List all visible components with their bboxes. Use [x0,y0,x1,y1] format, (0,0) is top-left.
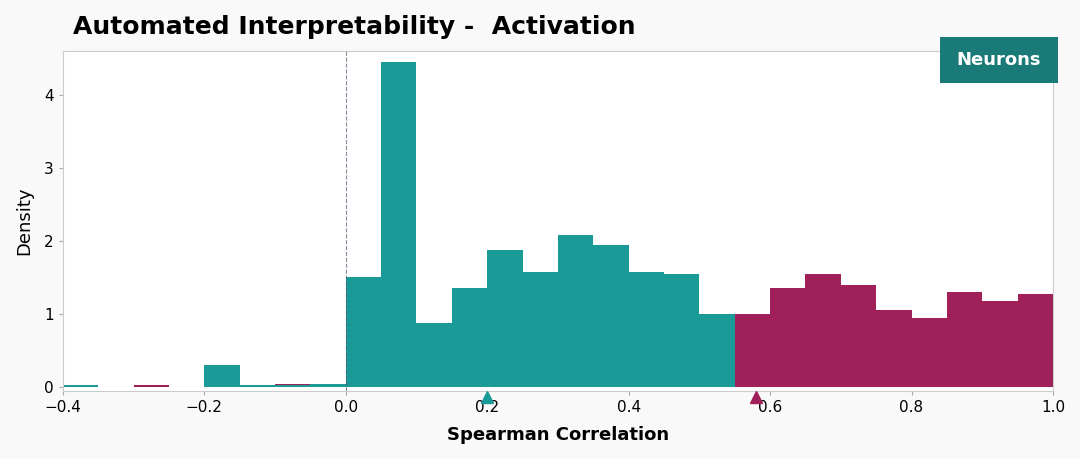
Bar [912,381,947,387]
Bar [947,384,982,387]
Bar [381,62,417,387]
Bar [63,386,98,387]
Bar [204,365,240,387]
Bar [593,335,629,387]
Bar [664,274,700,387]
Bar [982,384,1017,387]
Bar [204,384,240,387]
Bar [700,314,734,387]
Bar [451,325,487,387]
Bar [417,336,451,387]
Bar [593,245,629,387]
Bar [204,380,240,387]
X-axis label: Spearman Correlation: Spearman Correlation [447,426,669,444]
Bar [346,277,381,387]
Bar [629,272,664,387]
Bar [629,362,664,387]
Bar [134,385,168,387]
Bar [523,378,558,387]
Bar [841,285,876,387]
Bar [487,380,523,387]
Bar [275,385,310,387]
Bar [381,321,417,387]
Bar [310,384,346,387]
Text: Automated Interpretability -  Activation: Automated Interpretability - Activation [72,15,635,39]
Bar [593,373,629,387]
Bar [417,383,451,387]
Bar [240,385,275,387]
Bar [629,336,664,387]
Bar [558,235,593,387]
Bar [912,318,947,387]
Bar [700,340,734,387]
Bar [523,330,558,387]
Bar [63,385,98,387]
Text: Neurons: Neurons [957,50,1041,69]
Bar [734,314,770,387]
Bar [310,384,346,387]
Bar [240,386,275,387]
Bar [275,384,310,387]
Bar [240,385,275,387]
Y-axis label: Density: Density [15,186,33,255]
Bar [451,381,487,387]
Bar [558,376,593,387]
Bar [841,374,876,387]
Bar [275,385,310,387]
Bar [451,288,487,387]
Bar [876,310,912,387]
Bar [982,301,1017,387]
Bar [664,343,700,387]
Bar [310,384,346,387]
Bar [806,274,841,387]
Bar [346,384,381,387]
Bar [523,272,558,387]
Bar [487,329,523,387]
Bar [346,307,381,387]
Bar [770,288,806,387]
Bar [770,358,806,387]
Bar [1053,270,1080,387]
Bar [664,337,700,387]
Bar [381,383,417,387]
Bar [558,332,593,387]
Bar [417,323,451,387]
Bar [1017,385,1053,387]
Bar [700,325,734,387]
Bar [806,365,841,387]
Bar [734,351,770,387]
Bar [1017,294,1053,387]
Bar [947,292,982,387]
Bar [876,380,912,387]
Bar [487,250,523,387]
